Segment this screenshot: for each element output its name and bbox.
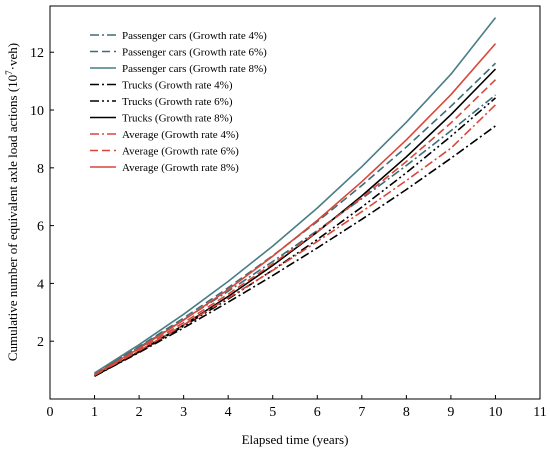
series-line-5 [94,97,497,377]
legend-label: Passenger cars (Growth rate 6%) [122,47,267,59]
x-tick-label: 7 [358,405,365,420]
x-tick-label: 9 [447,405,454,420]
x-tick-label: 0 [47,405,54,420]
y-axis-title-sup: 7 [4,70,14,75]
plot-frame [49,5,541,400]
x-tick-label: 10 [488,405,502,420]
series-line-4 [94,125,496,377]
legend: Passenger cars (Growth rate 4%) Passenger… [90,30,267,174]
x-tick-label: 4 [225,405,232,420]
legend-label: Average (Growth rate 6%) [122,146,239,158]
legend-label: Average (Growth rate 8%) [122,162,239,174]
legend-label: Passenger cars (Growth rate 8%) [122,63,267,75]
y-tick-label: 12 [30,46,44,61]
x-tick-label: 11 [533,405,546,420]
y-tick-label: 2 [37,335,44,350]
x-axis-title: Elapsed time (years) [242,432,349,447]
y-tick-label: 10 [30,104,44,119]
y-tick-label: 8 [37,162,44,177]
legend-label: Trucks (Growth rate 8%) [122,113,233,125]
series-line-8 [94,79,497,376]
legend-label: Average (Growth rate 4%) [122,129,239,141]
legend-label: Trucks (Growth rate 6%) [122,96,233,108]
y-axis-title: Cumulative number of equivalent axle loa… [4,43,20,361]
x-tick-label: 3 [180,405,187,420]
series-line-7 [94,104,497,377]
y-axis-title-prefix: Cumulative number of equivalent axle loa… [5,75,20,361]
series-line-3 [94,17,497,374]
y-axis: 2 4 6 8 10 12 [30,46,54,350]
x-tick-label: 8 [403,405,410,420]
series-line-9 [94,43,497,376]
y-tick-label: 6 [37,220,44,235]
y-axis-title-suffix: ·veh) [5,43,20,70]
legend-label: Trucks (Growth rate 4%) [122,80,233,92]
x-tick-label: 1 [91,405,98,420]
x-tick-label: 6 [314,405,321,420]
x-axis: 0 1 2 3 4 5 6 7 8 9 10 11 [47,395,547,420]
legend-label: Passenger cars (Growth rate 4%) [122,30,267,42]
series-line-1 [94,94,497,375]
x-tick-label: 5 [269,405,276,420]
plot-lines [94,17,497,377]
y-tick-label: 4 [37,277,44,292]
x-tick-label: 2 [136,405,143,420]
